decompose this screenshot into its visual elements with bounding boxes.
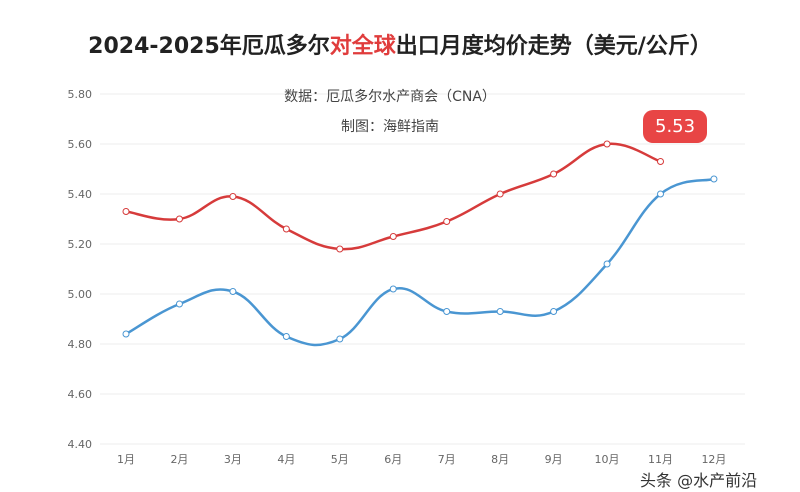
y-tick-label: 5.80 xyxy=(68,88,93,101)
data-point-1 xyxy=(443,308,451,315)
title-part: 出口月度均价走势（美元/公斤） xyxy=(395,34,712,59)
y-tick-label: 5.40 xyxy=(68,188,93,201)
data-point-0 xyxy=(496,190,504,198)
data-point-0 xyxy=(443,218,451,225)
data-point-1 xyxy=(496,308,504,315)
x-tick-label: 6月 xyxy=(384,453,402,466)
data-point-1 xyxy=(336,335,344,343)
chart-title: 2024-2025年厄瓜多尔对全球出口月度均价走势（美元/公斤） xyxy=(0,28,800,60)
series-line-1 xyxy=(125,177,715,347)
title-part: 2024-2025年厄瓜多尔 xyxy=(88,34,330,59)
title-highlight: 对全球 xyxy=(329,34,396,59)
data-point-1 xyxy=(175,300,183,308)
data-point-1 xyxy=(122,330,130,338)
x-tick-label: 4月 xyxy=(277,453,295,466)
credit-note: 制图：海鲜指南 xyxy=(341,119,439,135)
x-tick-label: 1月 xyxy=(117,453,135,466)
y-tick-label: 4.60 xyxy=(68,388,93,401)
data-point-0 xyxy=(336,245,344,253)
data-point-1 xyxy=(389,285,397,293)
data-point-0 xyxy=(229,193,237,200)
x-tick-label: 10月 xyxy=(595,453,620,466)
x-tick-label: 7月 xyxy=(438,453,456,466)
data-point-0 xyxy=(550,170,558,178)
data-point-0 xyxy=(175,215,183,223)
x-tick-label: 2月 xyxy=(170,453,188,466)
data-point-0 xyxy=(603,140,611,148)
x-tick-label: 5月 xyxy=(331,453,349,466)
x-tick-label: 8月 xyxy=(491,453,509,466)
y-tick-label: 5.00 xyxy=(68,288,93,301)
x-tick-label: 12月 xyxy=(701,453,726,466)
watermark: 头条 @水产前沿 xyxy=(640,471,758,490)
data-point-0 xyxy=(389,233,397,240)
data-point-1 xyxy=(229,288,237,295)
y-tick-label: 4.40 xyxy=(68,438,93,451)
last-value-badge: 5.53 xyxy=(643,110,708,143)
data-point-1 xyxy=(282,333,290,340)
y-tick-label: 5.60 xyxy=(68,138,93,151)
data-point-0 xyxy=(657,158,664,165)
x-tick-label: 3月 xyxy=(224,453,242,466)
x-tick-label: 11月 xyxy=(648,453,673,466)
y-tick-label: 4.80 xyxy=(68,338,93,351)
data-point-1 xyxy=(550,308,558,315)
data-point-0 xyxy=(282,225,290,233)
data-point-1 xyxy=(657,190,664,198)
y-tick-label: 5.20 xyxy=(68,238,93,251)
x-tick-label: 9月 xyxy=(545,453,563,466)
data-point-1 xyxy=(603,260,611,268)
data-point-0 xyxy=(122,208,130,215)
source-note: 数据：厄瓜多尔水产商会（CNA） xyxy=(284,89,496,105)
data-point-1 xyxy=(710,175,718,183)
